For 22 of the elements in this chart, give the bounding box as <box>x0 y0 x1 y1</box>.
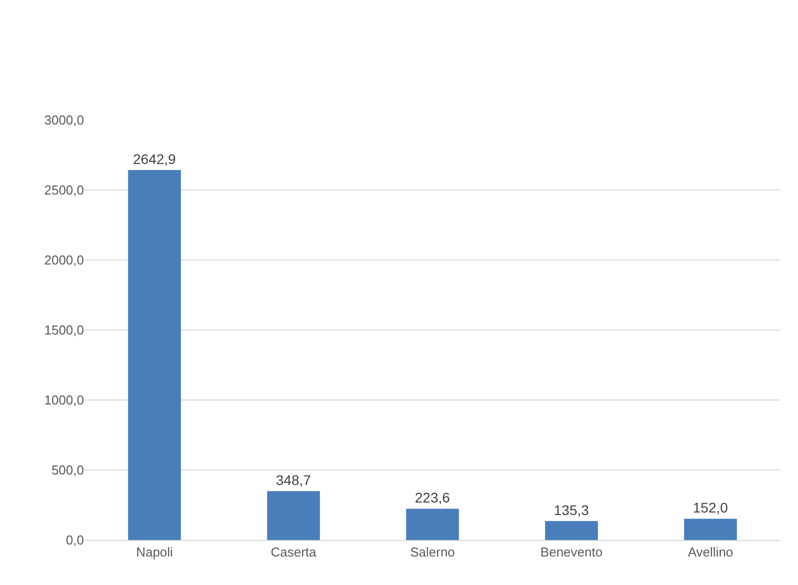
y-tick-label: 1000,0 <box>44 392 84 408</box>
x-tick-label: Benevento <box>540 544 603 560</box>
data-label: 152,0 <box>692 500 728 516</box>
data-label: 223,6 <box>414 490 450 506</box>
y-tick-label: 500,0 <box>51 462 84 478</box>
y-tick-label: 2000,0 <box>44 252 84 268</box>
bar <box>267 491 320 540</box>
y-tick-label: 2500,0 <box>44 182 84 198</box>
data-label: 135,3 <box>554 502 590 518</box>
bar <box>128 170 181 540</box>
bar <box>406 508 459 540</box>
bar <box>545 521 598 540</box>
x-tick-label: Avellino <box>688 544 734 560</box>
data-label: 348,7 <box>276 472 312 488</box>
data-label: 2642,9 <box>132 150 176 167</box>
x-tick-label: Caserta <box>270 544 318 560</box>
x-tick-label: Napoli <box>136 544 174 560</box>
y-tick-label: 1500,0 <box>44 322 84 338</box>
y-tick-label: 3000,0 <box>44 112 84 128</box>
y-tick-label: 0,0 <box>66 532 84 548</box>
bar <box>684 518 737 540</box>
x-tick-label: Salerno <box>410 544 455 560</box>
